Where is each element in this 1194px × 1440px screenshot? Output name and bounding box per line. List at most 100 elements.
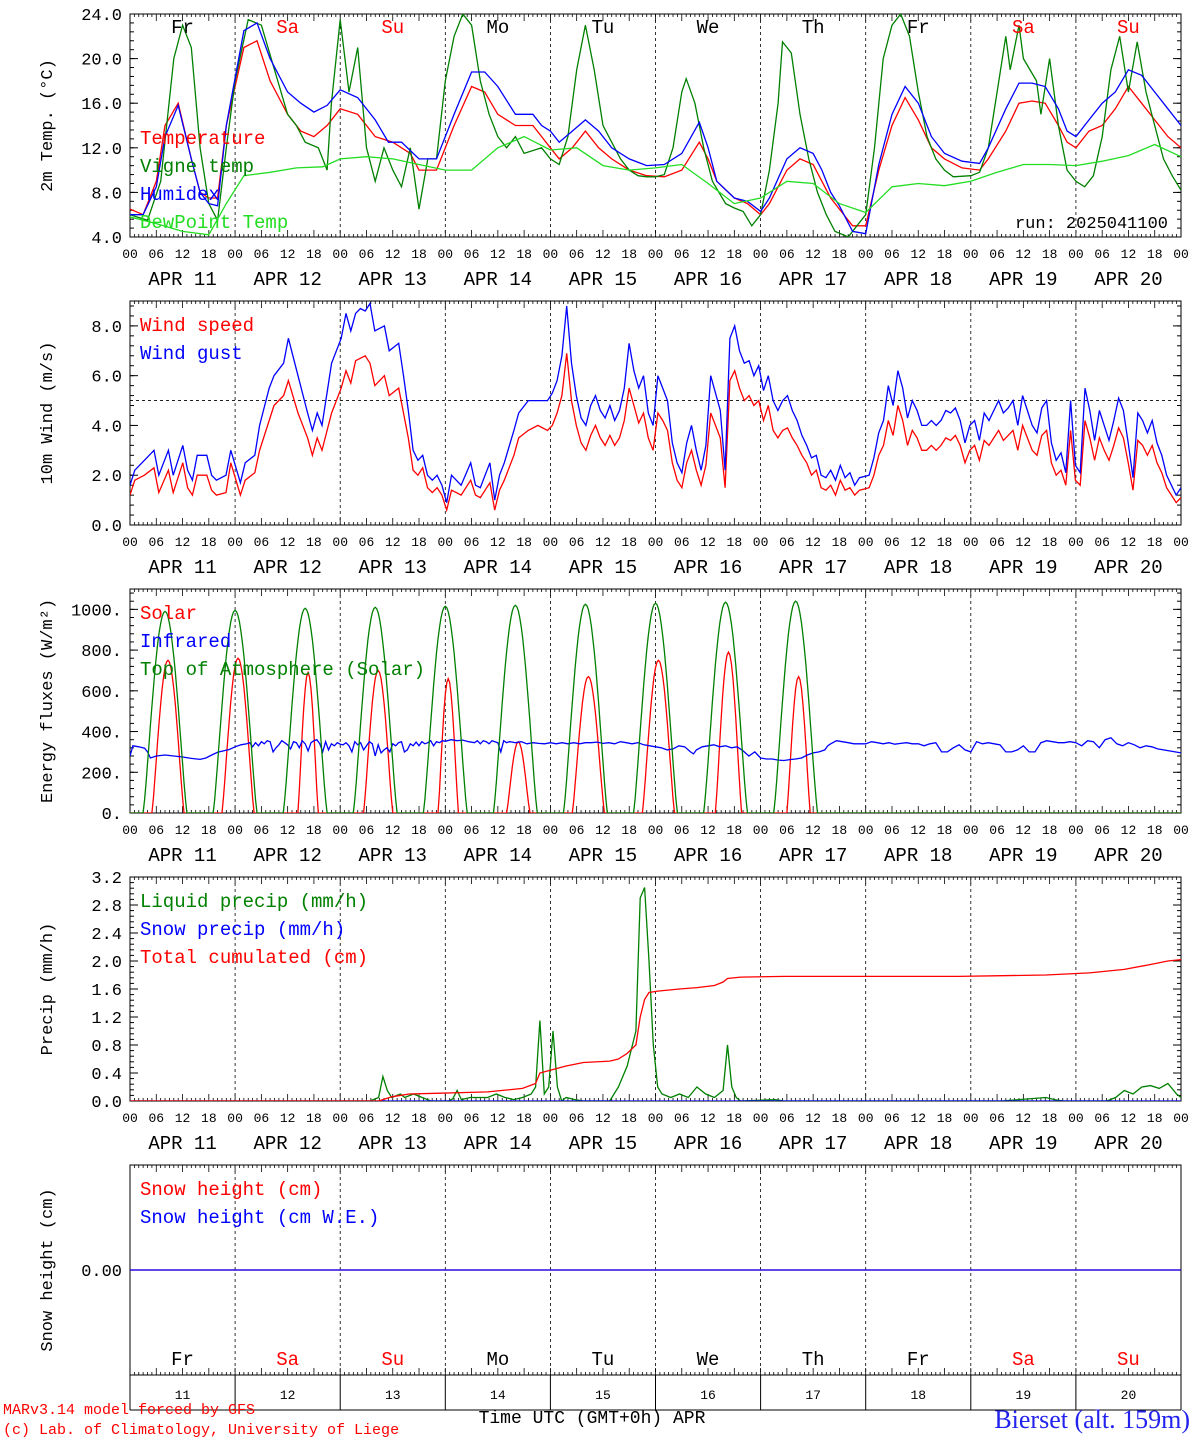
hour-label: 00	[437, 823, 453, 838]
hour-label: 18	[1042, 1111, 1058, 1126]
date-label: APR 11	[148, 557, 216, 579]
footer-time-axis-label: Time UTC (GMT+0h) APR	[479, 1409, 706, 1429]
legend-entry: Wind speed	[140, 315, 254, 337]
hour-label: 12	[385, 247, 401, 262]
hour-label: 00	[332, 823, 348, 838]
day-name: Su	[1117, 17, 1140, 39]
y-tick-label: 1000.	[71, 602, 122, 621]
hour-label: 12	[700, 535, 716, 550]
day-name: Mo	[486, 1349, 509, 1371]
hour-label: 00	[648, 1111, 664, 1126]
hour-label: 00	[858, 535, 874, 550]
day-name: Th	[802, 1349, 825, 1371]
hour-label: 00	[122, 247, 138, 262]
y-tick-label: 600.	[81, 684, 122, 703]
hour-label: 00	[332, 1111, 348, 1126]
day-name: We	[697, 17, 720, 39]
hour-label: 00	[122, 1111, 138, 1126]
hour-label: 00	[963, 247, 979, 262]
hour-label: 06	[569, 1111, 585, 1126]
panel-5: 0.00 Snow height (cm) Snow height (cm) Snow…	[39, 1164, 1182, 1411]
hour-label: 12	[385, 1111, 401, 1126]
legend-entry: Snow height (cm W.E.)	[140, 1207, 379, 1229]
y-axis-label: Energy fluxes (W/m²)	[39, 599, 58, 803]
hour-label: 06	[1094, 1111, 1110, 1126]
day-number: 13	[385, 1388, 401, 1403]
date-label: APR 11	[148, 1133, 216, 1155]
day-name: Fr	[171, 17, 194, 39]
hour-label: 18	[727, 1111, 743, 1126]
day-number: 16	[700, 1388, 716, 1403]
day-name: Mo	[486, 17, 509, 39]
hour-label: 12	[910, 1111, 926, 1126]
legend-entry: Infrared	[140, 631, 231, 653]
legend-entry: Solar	[140, 603, 197, 625]
series-line-total-cumulated-cm-	[130, 958, 1181, 1101]
hour-label: 12	[910, 823, 926, 838]
hour-label: 18	[937, 823, 953, 838]
panel-4: 0.0 0.4 0.8 1.2 1.6 2.0 2.4 2.8 3.2 Precip (mm/h)…	[39, 870, 1189, 1155]
y-tick-label: 2.4	[91, 926, 122, 945]
date-label: APR 13	[359, 1133, 427, 1155]
date-label: APR 13	[359, 557, 427, 579]
legend-entry: Top of Atmosphere (Solar)	[140, 659, 425, 681]
hour-label: 18	[411, 247, 427, 262]
day-number: 12	[280, 1388, 296, 1403]
hour-label: 12	[805, 823, 821, 838]
hour-label: 18	[832, 535, 848, 550]
date-label: APR 13	[359, 269, 427, 291]
hour-label: 06	[148, 1111, 164, 1126]
date-label: APR 18	[884, 269, 952, 291]
panel-1: 4.0 8.0 12.0 16.0 20.0 24.0 2m Temp. (°C) Tempe…	[39, 7, 1189, 291]
hour-label: 06	[674, 535, 690, 550]
date-label: APR 14	[464, 845, 532, 867]
y-tick-label: 0.4	[91, 1066, 122, 1085]
hour-label: 18	[1042, 535, 1058, 550]
hour-label: 00	[1173, 823, 1189, 838]
hour-label: 00	[963, 1111, 979, 1126]
hour-label: 06	[674, 823, 690, 838]
hour-label: 06	[989, 823, 1005, 838]
hour-label: 12	[490, 247, 506, 262]
hour-label: 00	[963, 823, 979, 838]
hour-label: 00	[227, 535, 243, 550]
date-label: APR 15	[569, 557, 637, 579]
hour-label: 06	[779, 1111, 795, 1126]
hour-label: 12	[595, 535, 611, 550]
y-tick-label: 0.0	[91, 518, 122, 537]
hour-label: 12	[1016, 535, 1032, 550]
day-name: Sa	[1012, 1349, 1035, 1371]
run-label: run: 2025041100	[1015, 215, 1168, 234]
hour-label: 00	[543, 247, 559, 262]
hour-label: 18	[1147, 1111, 1163, 1126]
footer-lab-credit: (c) Lab. of Climatology, University of L…	[3, 1422, 399, 1439]
hour-label: 00	[753, 1111, 769, 1126]
day-name: Fr	[907, 1349, 930, 1371]
hour-label: 12	[805, 247, 821, 262]
hour-label: 00	[648, 823, 664, 838]
y-tick-label: 24.0	[81, 7, 122, 26]
hour-label: 18	[621, 247, 637, 262]
hour-label: 12	[700, 823, 716, 838]
date-label: APR 17	[779, 1133, 847, 1155]
hour-label: 06	[989, 247, 1005, 262]
hour-label: 12	[1121, 247, 1137, 262]
hour-label: 00	[858, 1111, 874, 1126]
y-tick-label: 8.0	[91, 185, 122, 204]
hour-label: 00	[1173, 1111, 1189, 1126]
y-tick-label: 1.2	[91, 1010, 122, 1029]
hour-label: 12	[805, 1111, 821, 1126]
hour-label: 06	[464, 247, 480, 262]
hour-label: 00	[437, 247, 453, 262]
hour-label: 06	[884, 535, 900, 550]
hour-label: 18	[727, 247, 743, 262]
hour-label: 18	[621, 1111, 637, 1126]
hour-label: 06	[569, 247, 585, 262]
hour-label: 06	[148, 535, 164, 550]
day-name: Fr	[907, 17, 930, 39]
legend-entry: Snow height (cm)	[140, 1179, 322, 1201]
hour-label: 18	[411, 1111, 427, 1126]
hour-label: 00	[437, 1111, 453, 1126]
hour-label: 06	[1094, 535, 1110, 550]
